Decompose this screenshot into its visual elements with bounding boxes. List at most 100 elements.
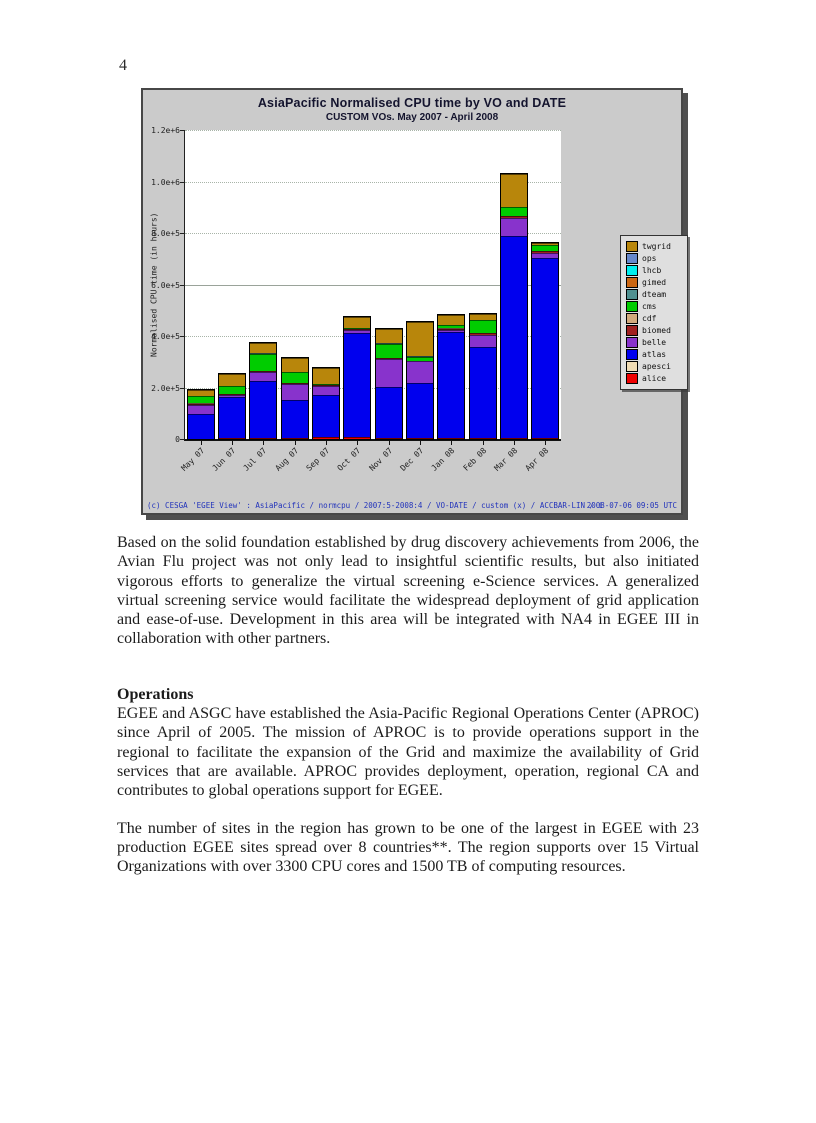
- legend-label: biomed: [642, 326, 671, 335]
- bar-segment-belle: [469, 335, 496, 347]
- bar-segment-atlas: [407, 383, 433, 438]
- x-tick-mark: [420, 441, 421, 445]
- x-tick-mark: [451, 441, 453, 445]
- legend-swatch-twgrid: [626, 241, 638, 252]
- bar-jun-07: [218, 373, 246, 440]
- body-text: Based on the solid foundation establishe…: [117, 533, 699, 876]
- legend-item-belle: belle: [626, 337, 684, 348]
- operations-heading: Operations: [117, 685, 194, 703]
- bar-segment-alice: [469, 438, 496, 439]
- chart-title: AsiaPacific Normalised CPU time by VO an…: [257, 96, 567, 110]
- y-tick-mark: [180, 387, 185, 389]
- bar-segment-belle: [532, 253, 559, 258]
- y-tick-label: 4.0e+5: [151, 332, 180, 341]
- bar-segment-twgrid: [438, 315, 465, 325]
- legend-item-lhcb: lhcb: [626, 265, 684, 276]
- bar-segment-belle: [501, 218, 527, 236]
- x-tick-mark: [263, 441, 265, 445]
- bar-segment-twgrid: [250, 343, 277, 353]
- chart-footer-timestamp: 2008-07-06 09:05 UTC: [586, 501, 677, 510]
- x-tick-mark: [482, 441, 484, 445]
- bar-mar-08: [500, 173, 528, 440]
- bar-segment-atlas: [501, 236, 527, 438]
- bar-jul-07: [249, 342, 278, 440]
- legend-swatch-biomed: [626, 325, 638, 336]
- bar-segment-atlas: [313, 395, 339, 437]
- bar-segment-cms: [469, 320, 496, 333]
- bar-segment-alice: [250, 438, 277, 439]
- legend-swatch-lhcb: [626, 265, 638, 276]
- bar-segment-atlas: [438, 332, 465, 438]
- x-tick-mark: [357, 441, 359, 445]
- bar-segment-cms: [250, 354, 277, 371]
- legend-item-apesci: apesci: [626, 361, 684, 372]
- bar-segment-twgrid: [281, 358, 308, 372]
- y-tick-label: 1.2e+6: [151, 126, 180, 135]
- chart-subtitle: CUSTOM VOs. May 2007 - April 2008: [325, 112, 499, 123]
- y-tick-mark: [180, 130, 185, 131]
- gridline: [185, 387, 561, 389]
- y-tick-mark: [180, 181, 185, 183]
- bar-segment-cms: [219, 386, 245, 394]
- paragraph-sites: The number of sites in the region has gr…: [117, 819, 699, 876]
- legend-swatch-alice: [626, 373, 638, 384]
- bar-segment-atlas: [219, 397, 245, 438]
- bar-segment-twgrid: [407, 322, 433, 356]
- bar-segment-belle: [281, 384, 308, 400]
- legend-label: cdf: [642, 314, 657, 323]
- legend-label: ops: [642, 254, 657, 263]
- legend-label: lhcb: [642, 266, 662, 275]
- paragraph-aproc: EGEE and ASGC have established the Asia-…: [117, 705, 699, 800]
- legend-item-alice: alice: [626, 373, 684, 384]
- bar-segment-twgrid: [344, 317, 371, 328]
- bar-segment-dteam: [375, 343, 402, 344]
- gridline: [185, 336, 561, 337]
- legend-swatch-apesci: [626, 361, 638, 372]
- bar-segment-alice: [501, 438, 527, 439]
- legend-item-twgrid: twgrid: [626, 241, 684, 252]
- bar-segment-belle: [187, 405, 214, 414]
- gridline: [185, 130, 561, 131]
- bar-apr-08: [531, 242, 560, 440]
- bar-segment-cms: [281, 372, 308, 383]
- chart-image: AsiaPacific Normalised CPU time by VO an…: [141, 88, 688, 515]
- bar-segment-cms: [313, 384, 339, 385]
- x-tick-mark: [232, 441, 233, 445]
- bar-segment-cms: [501, 207, 527, 216]
- bar-segment-cdf: [187, 403, 214, 404]
- bar-segment-twgrid: [187, 390, 214, 396]
- bar-segment-alice: [438, 438, 465, 439]
- bar-sep-07: [312, 367, 340, 440]
- bar-segment-alice: [344, 437, 371, 439]
- legend-swatch-cms: [626, 301, 638, 312]
- chart-footer-left: (c) CESGA 'EGEE View' : AsiaPacific / no…: [147, 501, 604, 510]
- bar-segment-cms: [344, 328, 371, 329]
- y-tick-label: 1.0e+6: [151, 177, 180, 187]
- y-tick-label: 0: [175, 435, 180, 444]
- bar-segment-alice: [219, 438, 245, 439]
- bar-segment-biomed: [344, 329, 371, 330]
- bar-segment-alice: [407, 438, 433, 439]
- bar-oct-07: [343, 316, 372, 440]
- bar-aug-07: [280, 357, 309, 440]
- legend-label: apesci: [642, 362, 671, 371]
- bar-segment-biomed: [313, 385, 339, 386]
- page-number: 4: [119, 57, 127, 74]
- y-tick-label: 6.0e+5: [151, 280, 180, 290]
- legend: twgrid ops lhcb gimed dteam cms cdf biomed belle…: [620, 235, 688, 390]
- bar-segment-biomed: [281, 383, 308, 384]
- paragraph-avian-flu: Based on the solid foundation establishe…: [117, 534, 699, 648]
- y-tick-label: 2.0e+5: [151, 383, 180, 393]
- bar-segment-biomed: [438, 329, 465, 330]
- legend-swatch-gimed: [626, 277, 638, 288]
- legend-label: atlas: [642, 350, 667, 359]
- bar-segment-cms: [407, 357, 433, 361]
- legend-swatch-cdf: [626, 313, 638, 324]
- bar-segment-cdf: [438, 328, 465, 329]
- bar-segment-belle: [250, 372, 277, 381]
- gridline: [185, 181, 561, 183]
- bar-segment-cms: [532, 245, 559, 251]
- legend-label: twgrid: [642, 242, 671, 251]
- bar-segment-atlas: [250, 381, 277, 438]
- x-tick-mark: [326, 441, 327, 445]
